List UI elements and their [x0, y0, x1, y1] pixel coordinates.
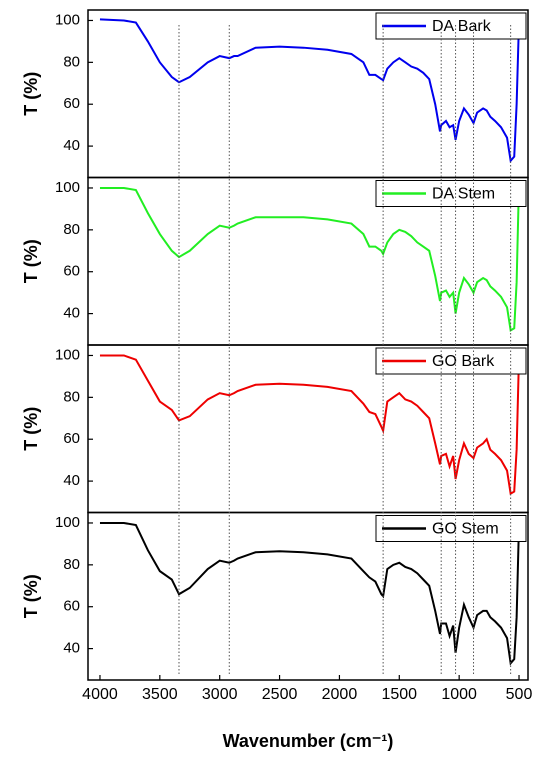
y-tick-label: 40 [63, 472, 80, 489]
x-tick-label: 4000 [82, 686, 118, 703]
x-tick-label: 1000 [441, 686, 477, 703]
y-axis-label: T (%) [21, 574, 41, 618]
spectrum-line [99, 354, 521, 496]
y-tick-label: 40 [63, 640, 80, 657]
x-tick-label: 2500 [262, 686, 298, 703]
y-tick-label: 60 [63, 430, 80, 447]
y-tick-label: 40 [63, 305, 80, 322]
x-tick-label: 500 [506, 686, 533, 703]
y-axis-label: T (%) [21, 72, 41, 116]
y-tick-label: 60 [63, 95, 80, 112]
y-tick-label: 80 [63, 388, 80, 405]
plot-frame [87, 511, 529, 681]
x-tick-label: 2000 [322, 686, 358, 703]
y-tick-label: 80 [63, 53, 80, 70]
y-tick-label: 100 [55, 11, 80, 28]
y-tick-label: 80 [63, 556, 80, 573]
y-tick-label: 100 [55, 514, 80, 531]
legend-label: GO Stem [432, 521, 499, 538]
x-axis-label: Wavenumber (cm⁻¹) [223, 731, 394, 751]
x-tick-label: 3000 [202, 686, 238, 703]
y-tick-label: 100 [55, 179, 80, 196]
legend-label: DA Stem [432, 186, 495, 203]
x-tick-label: 1500 [381, 686, 417, 703]
legend-label: GO Bark [432, 353, 495, 370]
y-tick-label: 60 [63, 598, 80, 615]
y-tick-label: 80 [63, 221, 80, 238]
y-axis-label: T (%) [21, 407, 41, 451]
spectrum-line [99, 18, 521, 164]
spectrum-line [99, 521, 521, 666]
spectrum-line [99, 181, 521, 332]
x-tick-label: 3500 [142, 686, 178, 703]
y-tick-label: 100 [55, 346, 80, 363]
y-axis-label: T (%) [21, 239, 41, 283]
legend-label: DA Bark [432, 18, 492, 35]
y-tick-label: 40 [63, 137, 80, 154]
y-tick-label: 60 [63, 263, 80, 280]
